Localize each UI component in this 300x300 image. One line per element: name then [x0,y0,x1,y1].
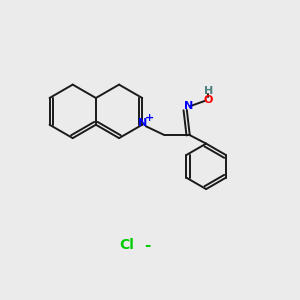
Text: +: + [145,113,154,123]
Text: Cl: Cl [119,238,134,252]
Text: H: H [204,85,213,96]
Text: N: N [138,118,147,128]
Text: N: N [184,101,193,111]
Text: -: - [144,238,150,253]
Text: O: O [203,95,213,105]
